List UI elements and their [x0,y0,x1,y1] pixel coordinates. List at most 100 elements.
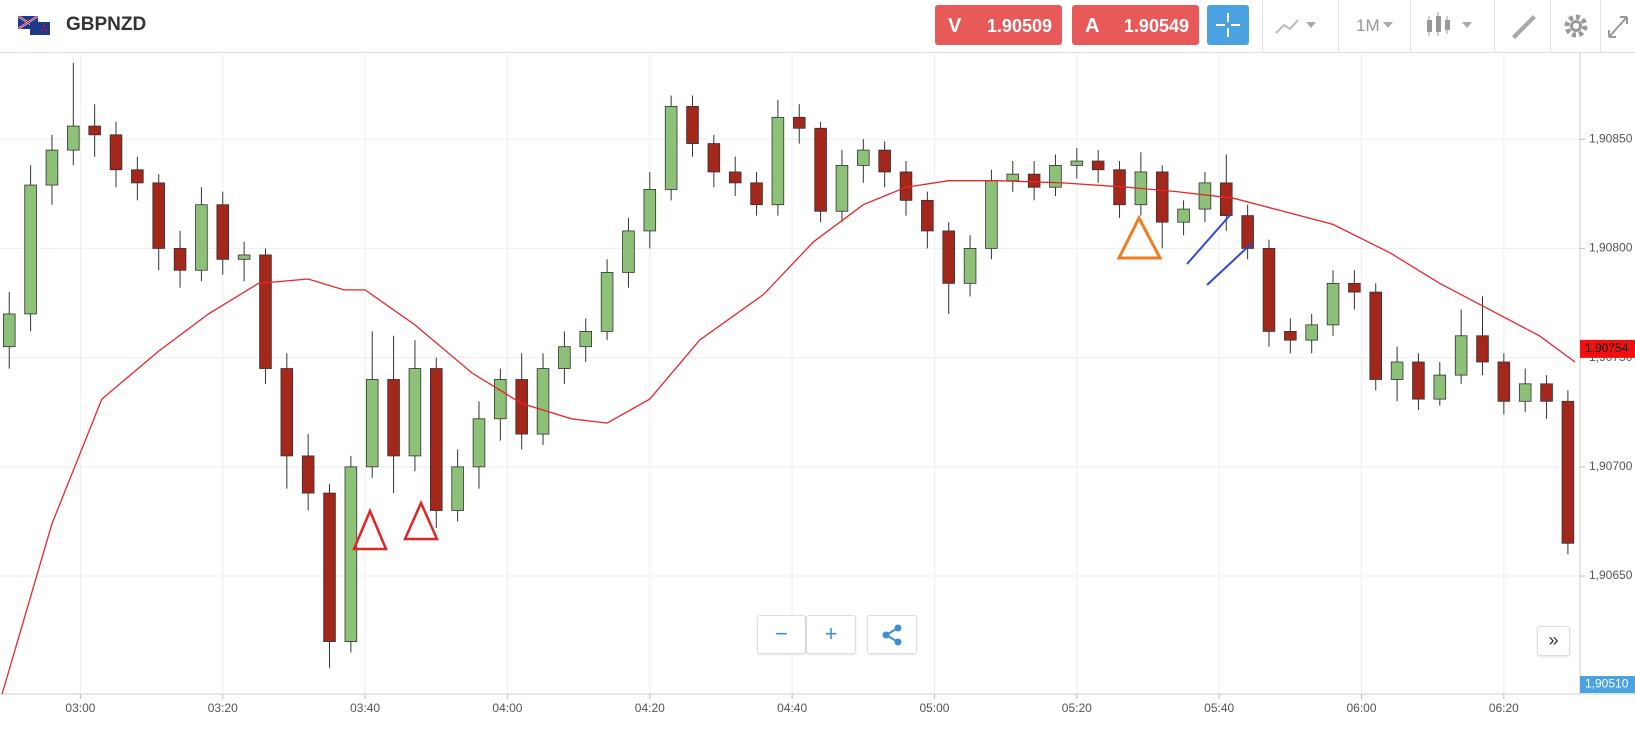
candle-body [216,204,230,260]
sell-button[interactable]: V 1.90509 [935,5,1062,45]
candle-body [579,331,593,348]
candle-body [1305,324,1318,341]
candle-body [664,106,678,190]
chart: 1,906501,907001,907501,908001,9085003:00… [0,53,1635,715]
candle-body [494,379,507,420]
candle-body [558,346,571,369]
candle-body [1326,282,1340,326]
candle-body [472,418,486,468]
candle-body [280,368,294,457]
buy-button[interactable]: A 1.90549 [1072,5,1199,45]
candle-body [430,368,443,511]
fullscreen-button[interactable] [1600,0,1635,52]
draw-button[interactable] [1494,0,1551,52]
candle-body [515,379,528,435]
candle-body [1220,182,1233,217]
candle-body [1027,173,1041,188]
drawing-annotations [352,213,1253,551]
x-tick-label: 05:00 [919,701,949,715]
toolbar: GBPNZD V 1.90509 A 1.90549 1M [0,0,1635,53]
candle-body [1497,361,1511,402]
candle-body [131,169,144,184]
candle-body [1412,361,1425,400]
candle-body [878,149,891,173]
candle-body [1262,248,1276,332]
last-price-label: 1,90754 [1585,341,1629,355]
candle-body [1476,335,1489,363]
candle-body [195,204,208,271]
candle-body [814,127,827,212]
y-tick-label: 1,90650 [1589,568,1633,582]
candle-body [365,379,379,468]
candle-body [1070,160,1084,166]
buy-letter: A [1085,15,1100,37]
x-tick-label: 03:40 [350,701,380,715]
y-tick-label: 1,90700 [1589,459,1633,473]
x-tick-label: 03:00 [65,701,95,715]
candle-body [942,230,955,284]
candle-body [408,368,422,457]
candle-body [728,171,742,184]
candle-body [173,248,187,271]
candle-body [237,254,251,260]
candle-body [963,248,977,284]
candle-body [600,272,614,332]
x-tick-label: 04:20 [635,701,665,715]
bottom-price-label: 1,90510 [1585,677,1629,691]
buy-price: 1.90549 [1123,16,1189,36]
y-tick-label: 1,90850 [1589,131,1633,145]
x-tick-label: 06:00 [1346,701,1376,715]
candle-body [152,182,165,249]
candle-style-button[interactable] [1410,0,1495,52]
candle-body [792,116,806,129]
moving-average-line [1,180,1576,695]
candle-body [1091,160,1105,171]
x-tick-label: 04:00 [492,701,522,715]
candle-body [921,199,934,232]
candle-body [1155,171,1169,223]
candle-body [750,182,763,206]
candle-body [323,492,336,642]
candle-body [301,455,315,494]
sell-price: 1.90509 [986,16,1052,36]
candle-body [1177,208,1190,223]
candle-body [387,379,400,457]
zoom-in-button[interactable]: + [806,615,856,654]
chart-type-button[interactable] [1262,0,1339,52]
x-tick-label: 03:20 [208,701,238,715]
candle-body [1540,383,1553,402]
candle-body [1049,164,1062,188]
candle-body [686,106,699,144]
symbol: GBPNZD [66,14,147,35]
candle-body [771,116,785,206]
candle-body [643,189,657,232]
settings-button[interactable] [1550,0,1601,52]
candle-body [2,313,16,348]
candle-body [109,134,123,171]
candle-body [857,149,870,166]
candle-body [1284,331,1297,341]
candle-body [88,125,101,136]
share-button[interactable] [867,615,917,654]
candle-body [1454,335,1468,376]
candle-body [1348,282,1361,293]
candle-body [344,466,358,642]
timeframe: 1M [1356,16,1380,35]
candle-body [835,164,849,212]
bottom-price-marker [1580,676,1635,693]
crosshair-button[interactable] [1207,5,1249,45]
candle-body [707,143,721,173]
scroll-end-button[interactable]: » [1537,626,1570,656]
zoom-out-button[interactable]: − [757,615,806,654]
timeframe-button[interactable]: 1M [1338,0,1411,52]
candle-body [1369,291,1383,380]
last-price-marker [1580,339,1635,358]
candle-body [536,368,550,435]
x-tick-label: 05:20 [1062,701,1092,715]
candle-body [67,125,80,151]
candle-body [622,230,635,273]
candle-body [1433,374,1447,400]
candle-body [451,466,464,511]
candle-body [1518,383,1532,402]
x-tick-label: 06:20 [1489,701,1519,715]
